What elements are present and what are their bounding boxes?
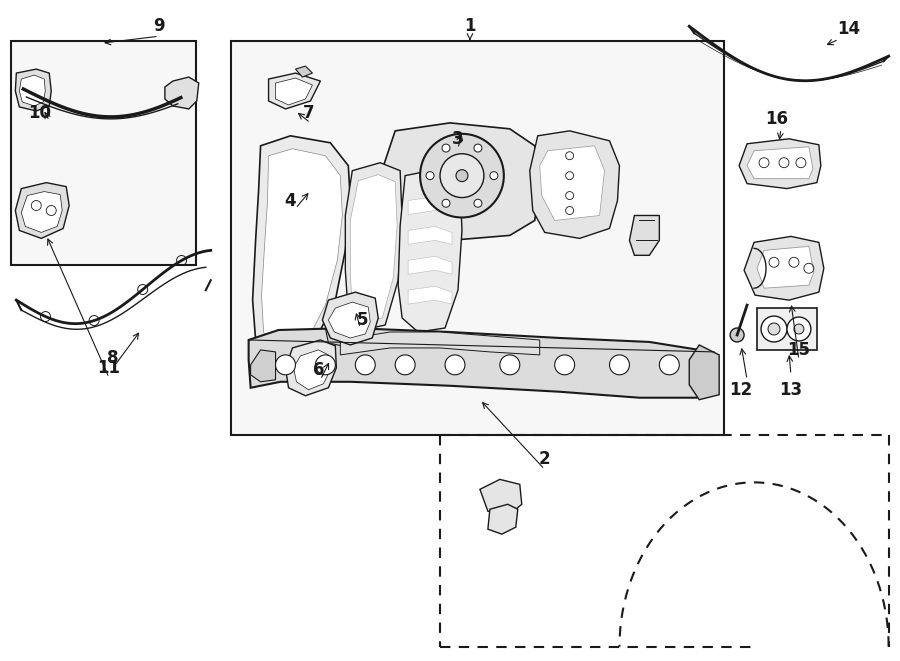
Polygon shape	[747, 147, 813, 178]
Polygon shape	[340, 332, 540, 355]
Text: 2: 2	[539, 450, 551, 469]
Polygon shape	[22, 192, 62, 233]
Text: 14: 14	[837, 20, 860, 38]
Circle shape	[474, 144, 482, 152]
Polygon shape	[275, 78, 312, 105]
Circle shape	[474, 199, 482, 208]
Text: 1: 1	[464, 17, 476, 35]
Polygon shape	[480, 479, 522, 514]
Circle shape	[660, 355, 680, 375]
Circle shape	[500, 355, 520, 375]
Text: 11: 11	[97, 359, 121, 377]
Text: 5: 5	[356, 311, 368, 329]
Polygon shape	[540, 146, 605, 221]
Polygon shape	[739, 139, 821, 188]
Polygon shape	[250, 350, 275, 382]
Polygon shape	[293, 350, 329, 390]
Text: 9: 9	[153, 17, 165, 35]
Circle shape	[768, 323, 780, 335]
Text: 10: 10	[28, 104, 50, 122]
Polygon shape	[408, 196, 452, 214]
Polygon shape	[326, 322, 358, 346]
Text: 12: 12	[730, 381, 752, 399]
Polygon shape	[248, 328, 715, 398]
Polygon shape	[408, 227, 452, 245]
Circle shape	[787, 317, 811, 341]
Circle shape	[456, 170, 468, 182]
Polygon shape	[350, 175, 397, 322]
Circle shape	[356, 355, 375, 375]
Text: 13: 13	[779, 381, 803, 399]
Text: 8: 8	[107, 349, 119, 367]
Polygon shape	[262, 149, 342, 352]
Polygon shape	[15, 69, 51, 111]
Circle shape	[420, 134, 504, 217]
Polygon shape	[295, 66, 312, 77]
Polygon shape	[530, 131, 619, 239]
Circle shape	[442, 144, 450, 152]
Polygon shape	[757, 308, 817, 350]
Polygon shape	[322, 292, 378, 345]
Polygon shape	[689, 345, 719, 400]
Polygon shape	[19, 75, 45, 106]
Circle shape	[275, 355, 295, 375]
Text: 16: 16	[766, 110, 788, 128]
Polygon shape	[285, 340, 337, 396]
Circle shape	[554, 355, 574, 375]
Circle shape	[440, 154, 484, 198]
Polygon shape	[15, 182, 69, 239]
Circle shape	[609, 355, 629, 375]
Polygon shape	[629, 215, 660, 255]
Polygon shape	[744, 237, 824, 300]
Polygon shape	[398, 169, 462, 332]
Text: 7: 7	[302, 104, 314, 122]
Circle shape	[426, 172, 434, 180]
Bar	[230, 41, 724, 434]
Circle shape	[730, 328, 744, 342]
Polygon shape	[328, 302, 370, 338]
Polygon shape	[408, 286, 452, 304]
Polygon shape	[165, 77, 199, 109]
Polygon shape	[346, 163, 402, 330]
Text: 15: 15	[788, 341, 810, 359]
Polygon shape	[380, 123, 540, 241]
Polygon shape	[253, 136, 350, 360]
Text: 4: 4	[284, 192, 296, 210]
Circle shape	[315, 355, 336, 375]
Polygon shape	[757, 247, 814, 288]
Circle shape	[761, 316, 787, 342]
Polygon shape	[408, 256, 452, 274]
Circle shape	[445, 355, 465, 375]
Polygon shape	[268, 73, 320, 109]
Polygon shape	[488, 504, 517, 534]
Circle shape	[395, 355, 415, 375]
Circle shape	[442, 199, 450, 208]
Circle shape	[490, 172, 498, 180]
Bar	[12, 41, 196, 265]
Circle shape	[794, 324, 804, 334]
Text: 6: 6	[312, 361, 324, 379]
Text: 3: 3	[452, 130, 464, 148]
